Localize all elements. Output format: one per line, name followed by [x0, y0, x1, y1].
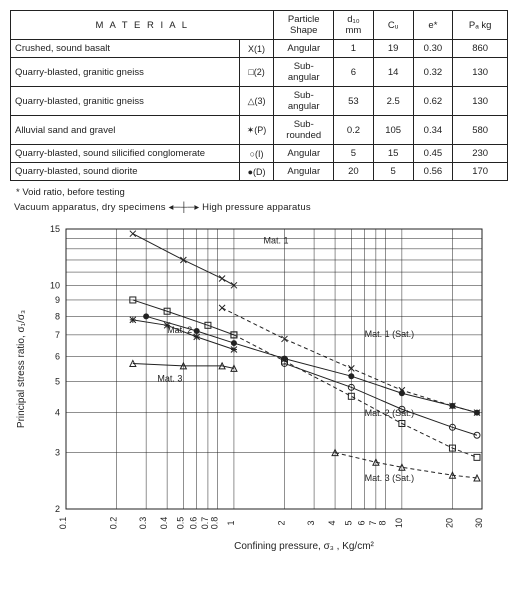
svg-text:4: 4 — [55, 408, 60, 418]
table-row: Quarry-blasted, sound silicified conglom… — [11, 145, 508, 163]
svg-text:0.6: 0.6 — [189, 517, 199, 530]
svg-text:15: 15 — [50, 224, 60, 234]
col-header: Particle Shape — [274, 11, 334, 40]
series-Mat. 1 (Sat.) — [222, 308, 477, 413]
table-row: Quarry-blasted, granitic gneiss△(3)Sub-a… — [11, 87, 508, 116]
y-axis-label: Principal stress ratio, σ₁/σ₃ — [16, 310, 27, 428]
table-row: Crushed, sound basaltX(1)Angular1190.308… — [11, 40, 508, 58]
chart-annotation: Mat. 2 — [167, 325, 192, 335]
svg-text:2: 2 — [277, 520, 287, 525]
svg-text:0.8: 0.8 — [210, 517, 220, 530]
col-header: Pₐ kg — [453, 11, 508, 40]
col-header: Cᵤ — [373, 11, 413, 40]
svg-text:0.4: 0.4 — [159, 517, 169, 530]
table-row: Quarry-blasted, sound diorite●(D)Angular… — [11, 163, 508, 181]
svg-text:0.1: 0.1 — [58, 517, 68, 530]
table-footnote: * Void ratio, before testing — [16, 187, 508, 198]
svg-text:0.2: 0.2 — [109, 517, 119, 530]
svg-text:5: 5 — [343, 520, 353, 525]
chart-annotation: Mat. 3 (Sat.) — [365, 473, 415, 483]
svg-text:7: 7 — [55, 330, 60, 340]
col-material: M A T E R I A L — [11, 11, 274, 40]
x-axis-label: Confining pressure, σ₃ , Kg/cm² — [234, 541, 374, 551]
chart-annotation: Mat. 1 (Sat.) — [365, 329, 415, 339]
series-Line I — [285, 363, 477, 435]
svg-text:0.7: 0.7 — [200, 517, 210, 530]
svg-text:30: 30 — [474, 518, 484, 528]
chart-annotation: Mat. 3 — [157, 374, 182, 384]
svg-text:10: 10 — [394, 518, 404, 528]
table-row: Quarry-blasted, granitic gneiss□(2)Sub-a… — [11, 58, 508, 87]
col-header: d₁₀ mm — [334, 11, 374, 40]
svg-text:10: 10 — [50, 280, 60, 290]
svg-text:8: 8 — [378, 520, 388, 525]
svg-text:5: 5 — [55, 377, 60, 387]
svg-text:8: 8 — [55, 311, 60, 321]
svg-text:20: 20 — [444, 518, 454, 528]
svg-text:7: 7 — [368, 520, 378, 525]
svg-text:4: 4 — [327, 520, 337, 525]
series-Mat. 2 (Sat.) — [234, 335, 477, 457]
svg-text:3: 3 — [55, 448, 60, 458]
svg-text:6: 6 — [55, 351, 60, 361]
svg-text:6: 6 — [357, 520, 367, 525]
svg-text:0.3: 0.3 — [138, 517, 148, 530]
table-row: Alluvial sand and gravel✶(P)Sub-rounded0… — [11, 116, 508, 145]
chart-annotation: Mat. 2 (Sat.) — [365, 408, 415, 418]
svg-text:2: 2 — [55, 504, 60, 514]
col-header: e* — [413, 11, 453, 40]
stress-ratio-chart: 0.10.20.30.40.50.60.70.81234567810203023… — [10, 221, 508, 551]
apparatus-note: Vacuum apparatus, dry specimens ◂─┼─▸ Hi… — [14, 202, 508, 213]
svg-text:0.5: 0.5 — [175, 517, 185, 530]
svg-text:9: 9 — [55, 295, 60, 305]
materials-table: M A T E R I A LParticle Shaped₁₀ mmCᵤe*P… — [10, 10, 508, 181]
chart-annotation: Mat. 1 — [264, 236, 289, 246]
svg-text:3: 3 — [306, 520, 316, 525]
svg-text:1: 1 — [226, 520, 236, 525]
